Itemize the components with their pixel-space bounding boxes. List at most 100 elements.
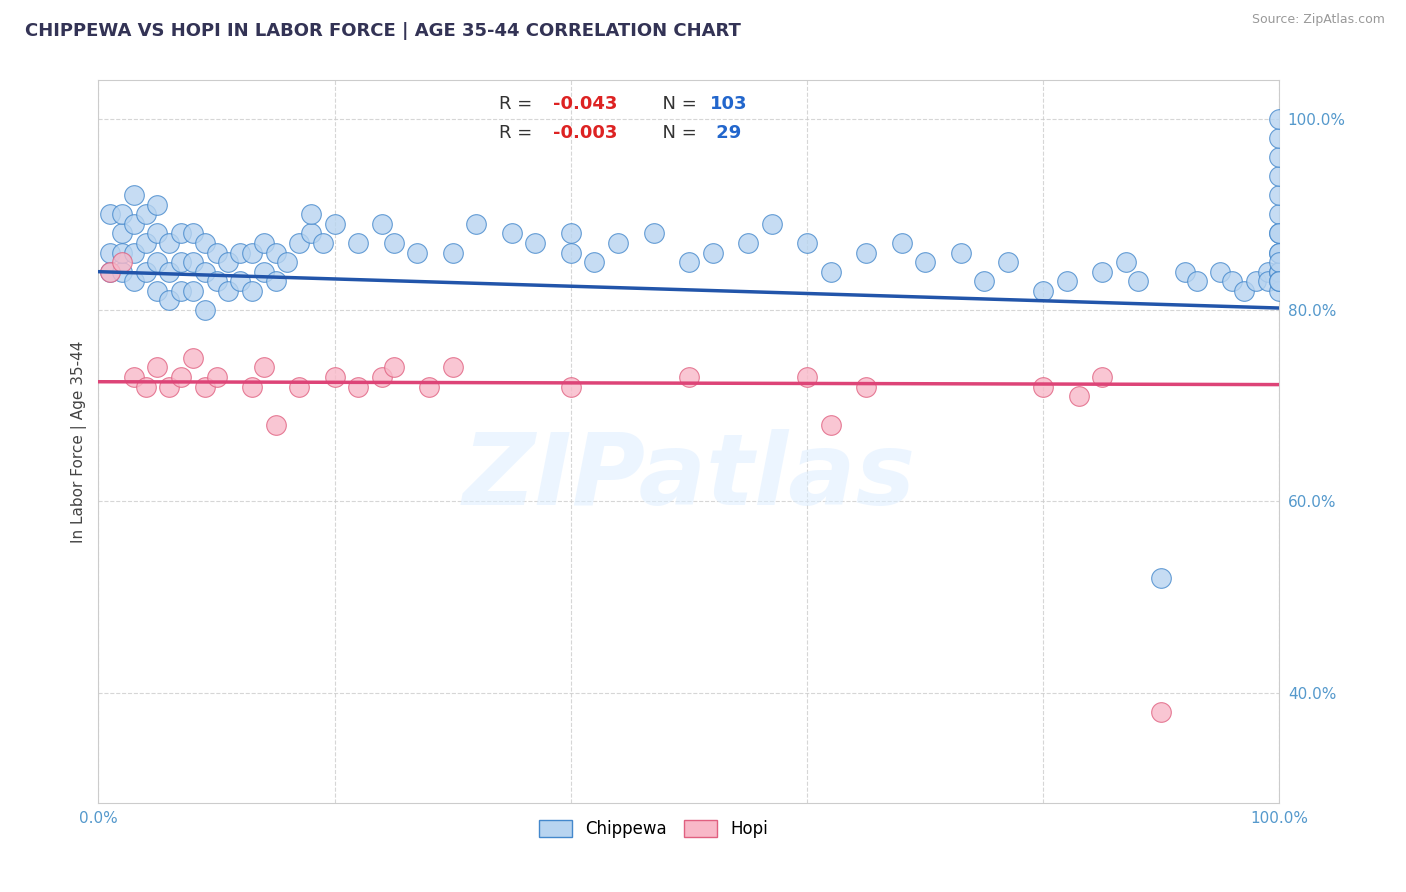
Point	[1268, 207, 1291, 221]
Point	[560, 379, 582, 393]
Point	[1268, 274, 1291, 288]
Point	[560, 227, 582, 241]
Point	[122, 188, 145, 202]
Point	[914, 255, 936, 269]
Point	[1150, 571, 1173, 585]
Point	[1032, 379, 1054, 393]
Point	[146, 360, 169, 375]
Text: R =: R =	[499, 124, 538, 142]
Point	[217, 284, 239, 298]
Point	[276, 255, 298, 269]
Point	[170, 227, 193, 241]
Point	[1268, 227, 1291, 241]
Point	[170, 284, 193, 298]
Point	[111, 227, 134, 241]
Point	[1056, 274, 1078, 288]
Point	[1268, 169, 1291, 183]
Point	[240, 284, 263, 298]
Point	[890, 235, 912, 250]
Text: N =: N =	[651, 95, 703, 113]
Point	[1268, 245, 1291, 260]
Text: 103: 103	[710, 95, 748, 113]
Legend: Chippewa, Hopi: Chippewa, Hopi	[531, 814, 775, 845]
Point	[501, 227, 523, 241]
Point	[240, 379, 263, 393]
Point	[157, 293, 180, 308]
Text: R =: R =	[499, 95, 538, 113]
Point	[1268, 112, 1291, 126]
Point	[1268, 284, 1291, 298]
Text: N =: N =	[651, 124, 703, 142]
Point	[1268, 274, 1291, 288]
Text: Source: ZipAtlas.com: Source: ZipAtlas.com	[1251, 13, 1385, 27]
Point	[170, 255, 193, 269]
Point	[299, 207, 322, 221]
Point	[205, 274, 228, 288]
Point	[122, 245, 145, 260]
Point	[122, 274, 145, 288]
Point	[1268, 150, 1291, 164]
Point	[371, 370, 394, 384]
Point	[1185, 274, 1208, 288]
Point	[820, 265, 842, 279]
Point	[288, 379, 311, 393]
Point	[1257, 265, 1279, 279]
Point	[181, 255, 204, 269]
Point	[347, 379, 370, 393]
Point	[347, 235, 370, 250]
Point	[312, 235, 335, 250]
Point	[583, 255, 606, 269]
Point	[997, 255, 1019, 269]
Point	[194, 302, 217, 317]
Point	[371, 217, 394, 231]
Point	[146, 227, 169, 241]
Point	[1126, 274, 1149, 288]
Point	[98, 245, 121, 260]
Point	[761, 217, 783, 231]
Point	[973, 274, 995, 288]
Point	[1268, 227, 1291, 241]
Point	[441, 245, 464, 260]
Point	[111, 255, 134, 269]
Point	[465, 217, 488, 231]
Point	[1067, 389, 1090, 403]
Point	[1091, 370, 1114, 384]
Point	[111, 207, 134, 221]
Point	[796, 235, 818, 250]
Y-axis label: In Labor Force | Age 35-44: In Labor Force | Age 35-44	[72, 341, 87, 542]
Point	[560, 245, 582, 260]
Point	[181, 351, 204, 365]
Point	[382, 360, 405, 375]
Point	[820, 417, 842, 432]
Point	[111, 245, 134, 260]
Point	[299, 227, 322, 241]
Point	[264, 245, 287, 260]
Point	[98, 265, 121, 279]
Point	[157, 379, 180, 393]
Point	[111, 265, 134, 279]
Point	[1244, 274, 1267, 288]
Point	[1268, 265, 1291, 279]
Point	[1268, 188, 1291, 202]
Point	[607, 235, 630, 250]
Point	[253, 265, 276, 279]
Point	[643, 227, 665, 241]
Point	[524, 235, 547, 250]
Point	[253, 360, 276, 375]
Point	[205, 245, 228, 260]
Point	[796, 370, 818, 384]
Point	[406, 245, 429, 260]
Point	[855, 379, 877, 393]
Text: -0.043: -0.043	[553, 95, 617, 113]
Point	[1174, 265, 1197, 279]
Point	[181, 284, 204, 298]
Point	[1268, 245, 1291, 260]
Point	[418, 379, 440, 393]
Point	[253, 235, 276, 250]
Point	[122, 217, 145, 231]
Text: -0.003: -0.003	[553, 124, 617, 142]
Point	[1233, 284, 1256, 298]
Point	[1209, 265, 1232, 279]
Point	[194, 235, 217, 250]
Point	[98, 265, 121, 279]
